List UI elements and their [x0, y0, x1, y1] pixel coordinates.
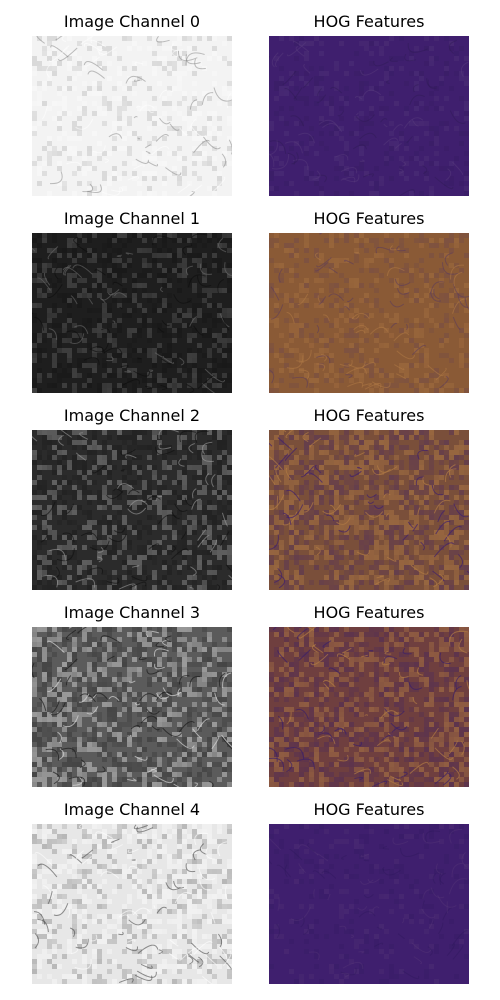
panel-title: HOG Features [313, 603, 425, 622]
image-channel-3-image [32, 627, 232, 787]
hog-features-2-image [269, 430, 469, 590]
hog-features-3-image [269, 627, 469, 787]
panel-title: HOG Features [313, 800, 425, 819]
hog-features-4-image [269, 824, 469, 984]
image-channel-4-image [32, 824, 232, 984]
image-channel-0-image [32, 36, 232, 196]
image-channel-1-image [32, 233, 232, 393]
panel-title: HOG Features [313, 12, 425, 31]
panel-title: Image Channel 2 [63, 406, 201, 425]
hog-features-1-image [269, 233, 469, 393]
panel-title: Image Channel 3 [63, 603, 201, 622]
panel-title: Image Channel 4 [63, 800, 201, 819]
image-channel-2-image [32, 430, 232, 590]
panel-title: HOG Features [313, 209, 425, 228]
panel-title: Image Channel 1 [63, 209, 201, 228]
hog-features-0-image [269, 36, 469, 196]
panel-title: Image Channel 0 [63, 12, 201, 31]
panel-title: HOG Features [313, 406, 425, 425]
